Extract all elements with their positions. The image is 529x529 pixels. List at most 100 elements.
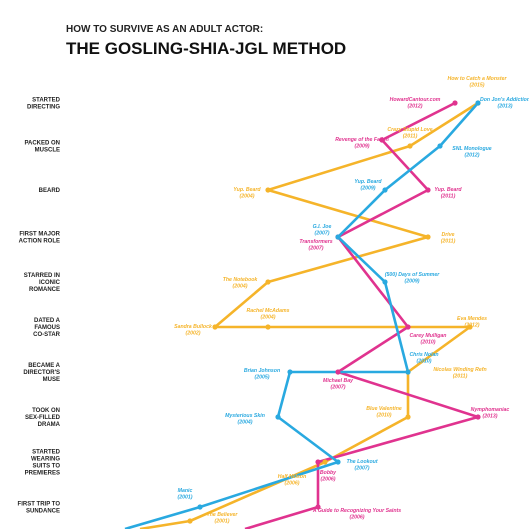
node-dot xyxy=(197,504,203,510)
node-dot xyxy=(382,187,388,193)
node-year: (2004) xyxy=(238,420,253,426)
node-title: Mysterious Skin xyxy=(225,413,265,419)
node-label: Michael Bay (2007) xyxy=(323,378,354,391)
node-year: (2009) xyxy=(361,186,376,192)
node-year: (2012) xyxy=(465,323,480,329)
node-year: (2011) xyxy=(441,239,456,245)
row-label: DRAMA xyxy=(38,422,61,428)
node-dot xyxy=(287,369,293,375)
row-label: CO-STAR xyxy=(33,332,61,338)
node-year: (2010) xyxy=(377,413,392,419)
node-dot xyxy=(335,459,341,465)
node-year: (2009) xyxy=(355,144,370,150)
row-label: MUSCLE xyxy=(35,148,60,154)
node-label: Half Nelson (2006) xyxy=(278,474,307,487)
node-title: Transformers xyxy=(299,239,332,245)
node-label: Sandra Bullock (2002) xyxy=(174,324,213,337)
node-label: Nicolas Winding Refn (2011) xyxy=(433,367,486,380)
node-title: Nymphomaniac xyxy=(471,407,510,413)
node-dot xyxy=(315,504,321,510)
node-year: (2011) xyxy=(403,134,418,140)
node-dot xyxy=(265,187,271,193)
node-label: Yup. Beard (2011) xyxy=(434,187,462,200)
career-path xyxy=(124,102,479,529)
node-dot xyxy=(437,143,443,149)
node-year: (2004) xyxy=(261,315,276,321)
node-label: Mysterious Skin (2004) xyxy=(225,413,265,426)
node-dot xyxy=(425,234,431,240)
row-label: FIRST TRIP TO xyxy=(18,502,61,508)
row-label: STARTED xyxy=(32,98,61,104)
title: THE GOSLING-SHIA-JGL METHOD xyxy=(66,39,346,58)
row-label: ACTION ROLE xyxy=(19,239,60,245)
node-year: (2005) xyxy=(255,375,270,381)
node-label: The Lookout (2007) xyxy=(346,459,377,472)
node-label: Revenge of the Fallen (2009) xyxy=(335,137,389,150)
node-year: (2012) xyxy=(465,153,480,159)
row-label: DIRECTING xyxy=(27,105,60,111)
row-label: SEX-FILLED xyxy=(25,415,61,421)
node-label: Blue Valentine (2010) xyxy=(366,406,402,419)
node-label: Rachel McAdams (2004) xyxy=(247,308,290,321)
node-title: Carey Mulligan xyxy=(410,333,447,339)
node-dot xyxy=(405,414,411,420)
node-label: Don Jon's Addiction (2013) xyxy=(480,97,529,110)
node-year: (2010) xyxy=(417,359,432,365)
node-title: A Guide to Recognizing Your Saints xyxy=(312,508,401,514)
node-year: (2007) xyxy=(315,231,330,237)
node-label: Yup. Beard (2009) xyxy=(354,179,382,192)
node-title: The Believer xyxy=(207,512,239,518)
row-label: BECAME A xyxy=(28,363,60,369)
row-label: STARTED xyxy=(32,450,61,456)
node-year: (2004) xyxy=(233,284,248,290)
node-year: (2013) xyxy=(483,414,498,420)
node-dot xyxy=(452,100,458,106)
node-label: Transformers (2007) xyxy=(299,239,332,252)
node-dot xyxy=(265,279,271,285)
node-year: (2012) xyxy=(408,104,423,110)
row-label: SUNDANCE xyxy=(26,509,60,515)
node-year: (2006) xyxy=(285,481,300,487)
node-title: Bobby xyxy=(320,470,337,476)
node-dot xyxy=(335,234,341,240)
row-label: PREMIERES xyxy=(25,471,60,477)
row-label: MUSE xyxy=(43,377,60,383)
node-dot xyxy=(407,143,413,149)
node-title: Sandra Bullock xyxy=(174,324,213,330)
row-label: BEARD xyxy=(39,188,61,194)
node-label: Nymphomaniac (2013) xyxy=(471,407,510,420)
node-dot xyxy=(322,459,328,465)
node-title: (500) Days of Summer xyxy=(385,272,440,278)
node-title: Yup. Beard xyxy=(434,187,462,193)
node-title: Blue Valentine xyxy=(366,406,402,412)
node-dot xyxy=(379,137,385,143)
career-path xyxy=(244,101,480,529)
node-title: How to Catch a Monster xyxy=(447,76,507,82)
node-dot xyxy=(475,100,481,106)
node-year: (2007) xyxy=(331,385,346,391)
row-label: FAMOUS xyxy=(34,325,60,331)
node-label: Yup. Beard (2004) xyxy=(233,187,261,200)
node-title: Eva Mendes xyxy=(457,316,487,322)
node-dot xyxy=(265,324,271,330)
node-label: (500) Days of Summer (2009) xyxy=(385,272,440,285)
node-label: SNL Monologue (2012) xyxy=(452,146,491,159)
node-dot xyxy=(467,324,473,330)
node-year: (2007) xyxy=(355,466,370,472)
node-dot xyxy=(425,187,431,193)
node-title: SNL Monologue xyxy=(452,146,491,152)
node-label: HowardCantour.com (2012) xyxy=(390,97,441,110)
node-title: Brian Johnson xyxy=(244,368,280,374)
node-title: Chris Nolan xyxy=(409,352,438,358)
node-dot xyxy=(475,414,481,420)
node-dot xyxy=(405,369,411,375)
node-year: (2002) xyxy=(186,331,201,337)
node-dot xyxy=(275,414,281,420)
row-label: SUITS TO xyxy=(32,464,60,470)
node-label: Manic (2001) xyxy=(178,488,193,501)
node-dot xyxy=(187,518,193,524)
node-year: (2011) xyxy=(441,194,456,200)
node-dot xyxy=(335,369,341,375)
row-label: STARRED IN xyxy=(24,273,60,279)
